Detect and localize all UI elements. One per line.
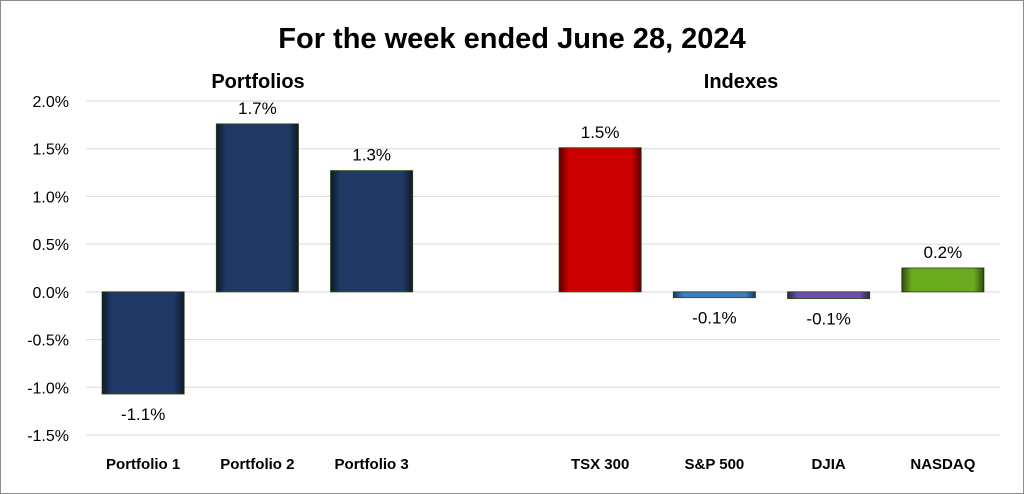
y-tick-label: -0.5% [27,333,69,350]
category-label: Portfolio 2 [220,456,294,473]
bar-bevel [216,123,299,292]
group-label-indexes: Indexes [703,71,779,93]
y-tick-label: 0.5% [33,237,69,254]
category-label: Portfolio 3 [335,456,409,473]
category-label: Portfolio 1 [106,456,180,473]
data-label: 0.2% [924,243,963,262]
y-tick-label: 1.0% [33,189,69,206]
data-label: 1.3% [352,146,391,165]
y-tick-label: -1.5% [27,428,69,445]
bar-bevel [673,291,756,298]
bar-bevel [102,291,185,394]
bar-bevel [787,291,870,299]
y-tick-label: 1.5% [33,142,69,159]
data-label: 1.7% [238,99,277,118]
group-label-portfolios: Portfolios [211,71,305,93]
category-label: S&P 500 [684,456,744,473]
y-tick-label: 0.0% [33,285,69,302]
chart-title: For the week ended June 28, 2024 [278,23,746,55]
category-label: TSX 300 [571,456,629,473]
data-label: -0.1% [806,310,850,329]
data-label: -1.1% [121,405,165,424]
bar-bevel [901,268,984,292]
data-label: -0.1% [692,309,736,328]
y-tick-label: 2.0% [33,94,69,111]
category-label: NASDAQ [910,456,975,473]
category-label: DJIA [812,456,846,473]
data-label: 1.5% [581,123,620,142]
bar-bevel [330,170,413,292]
bar-bevel [559,147,642,292]
y-tick-label: -1.0% [27,380,69,397]
